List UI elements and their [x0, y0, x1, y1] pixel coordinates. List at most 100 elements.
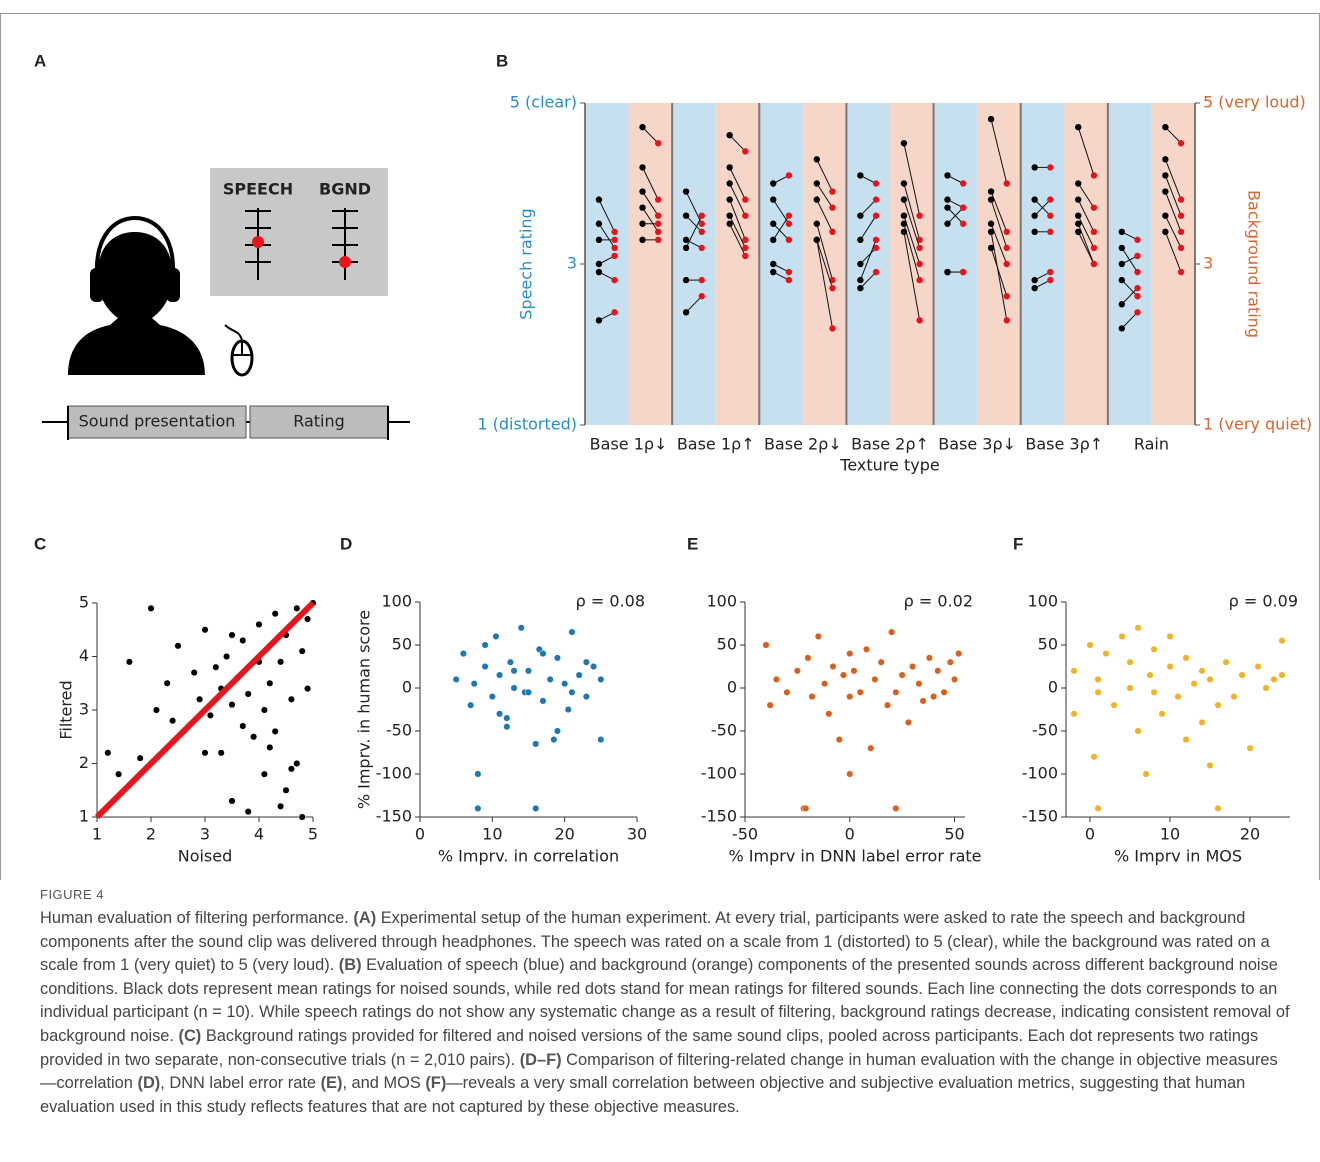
setup-diagram: SPEECH BGND Sound presentation Rating	[42, 168, 410, 440]
x-tick-label: Base 3ρ↓	[938, 435, 1016, 454]
point	[260, 706, 268, 714]
participant-line	[1164, 215, 1182, 249]
point	[1198, 718, 1206, 726]
point	[459, 650, 467, 658]
noised-dot	[1162, 156, 1169, 163]
filtered-dot	[611, 244, 618, 252]
point	[1070, 667, 1078, 675]
filtered-dot	[960, 180, 967, 187]
noised-dot	[813, 236, 820, 244]
caption-title: FIGURE 4	[40, 887, 104, 902]
point	[862, 645, 871, 653]
y-tick-label: -150	[1022, 807, 1058, 826]
participant-line	[685, 215, 703, 233]
point	[452, 675, 460, 683]
filtered-dot	[742, 244, 749, 252]
point	[1182, 736, 1190, 744]
caption-run: (B)	[338, 956, 362, 975]
bgnd-label: BGND	[319, 180, 371, 199]
phase-label: Sound presentation	[79, 412, 236, 431]
speech-band	[933, 103, 978, 425]
filtered-dot	[829, 325, 836, 332]
noised-dot	[726, 212, 733, 219]
noised-dot	[1075, 123, 1082, 131]
point	[1142, 770, 1150, 778]
filtered-dot	[872, 236, 880, 244]
participant-line	[860, 199, 877, 217]
y-tick-label: 100	[706, 592, 737, 611]
participant-line	[816, 159, 833, 192]
point	[266, 679, 274, 687]
noised-dot	[1118, 301, 1126, 308]
participant-line	[990, 199, 1008, 249]
noised-dot	[900, 196, 908, 203]
panel-label: E	[687, 534, 698, 553]
noised-dot	[682, 244, 690, 252]
participant-line	[1034, 199, 1051, 217]
noised-dot	[813, 220, 820, 227]
point	[201, 749, 209, 757]
caption: Human evaluation of filtering performanc…	[40, 907, 1290, 1119]
x-tick-label: 10	[1160, 825, 1180, 844]
noised-dot	[595, 236, 603, 244]
filtered-dot	[872, 268, 880, 276]
y-tick-label: -150	[376, 807, 412, 826]
participant-line	[816, 239, 833, 329]
y-tick-label: 50	[392, 635, 412, 654]
point	[846, 770, 854, 778]
point	[888, 628, 896, 636]
participant-line	[816, 239, 833, 289]
x-tick-label: 20	[1240, 825, 1260, 844]
filtered-dot	[698, 220, 705, 227]
point	[1278, 637, 1286, 645]
point	[201, 626, 209, 634]
point	[298, 813, 306, 821]
participant-line	[1121, 311, 1138, 329]
filtered-dot	[785, 212, 793, 219]
background-band	[890, 103, 934, 425]
noised-dot	[813, 156, 820, 163]
caption-run: (F)	[425, 1074, 447, 1093]
filtered-dot	[916, 317, 923, 324]
filtered-dot	[1177, 196, 1185, 203]
y-tick-label: -50	[386, 721, 412, 740]
noised-dot	[1075, 220, 1082, 227]
noised-dot	[987, 115, 995, 123]
point	[467, 701, 475, 709]
filtered-dot	[1047, 196, 1054, 203]
noised-dot	[900, 180, 908, 187]
point	[510, 667, 518, 675]
noised-dot	[639, 236, 646, 244]
filtered-dot	[655, 140, 662, 147]
x-tick-label: 3	[200, 825, 210, 844]
x-axis-label: Noised	[178, 847, 233, 866]
point	[582, 658, 590, 666]
noised-dot	[987, 196, 995, 203]
point	[553, 654, 561, 662]
y-tick-label: 5 (clear)	[510, 93, 577, 112]
noised-dot	[857, 212, 864, 219]
y-tick-label: 0	[402, 678, 412, 697]
filtered-dot	[1134, 268, 1141, 276]
point	[524, 667, 533, 675]
noised-dot	[1031, 212, 1038, 219]
speech-band	[1020, 103, 1065, 425]
noised-dot	[944, 268, 951, 276]
y-axis-label: Filtered	[57, 680, 76, 739]
point	[568, 688, 576, 696]
caption-run: Comparison of filtering-related change i…	[40, 1050, 1278, 1093]
noised-dot	[726, 164, 733, 171]
point	[946, 658, 954, 666]
point	[1158, 710, 1166, 718]
filtered-dot	[698, 228, 705, 235]
x-axis-label: % Imprv in MOS	[1114, 847, 1242, 866]
filtered-dot	[611, 236, 618, 244]
caption-run: Evaluation of speech (blue) and backgrou…	[40, 956, 1290, 1045]
noised-dot	[987, 228, 995, 235]
noised-dot	[1162, 123, 1169, 131]
background-band	[1151, 103, 1195, 425]
noised-dot	[639, 204, 646, 211]
point	[169, 717, 177, 725]
x-tick-label: 10	[482, 825, 502, 844]
x-tick-label: 30	[627, 825, 647, 844]
